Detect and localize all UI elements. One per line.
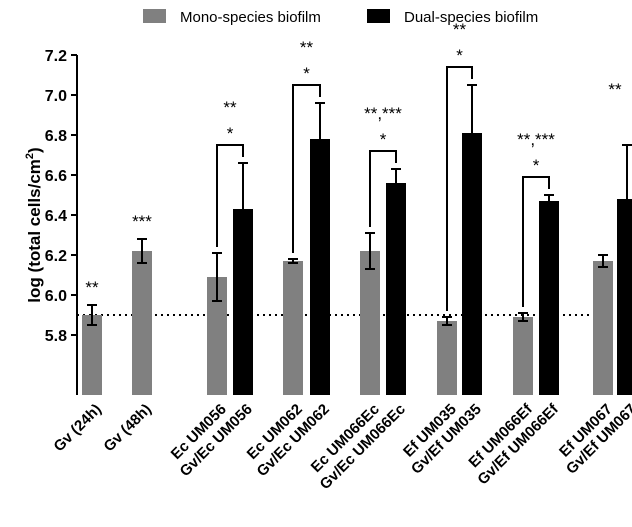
legend-swatch-mono	[143, 9, 166, 23]
bar	[593, 261, 613, 395]
y-tick-label: 6.2	[45, 248, 67, 265]
bar	[617, 199, 632, 395]
comparison-significance-outer: **	[608, 80, 622, 99]
bar	[360, 251, 380, 395]
plot-area: 5.86.06.26.46.66.87.07.2**Gv (24h)***Gv …	[45, 20, 632, 493]
comparison-significance: *	[380, 130, 387, 149]
y-tick-label: 7.2	[45, 48, 67, 65]
bar	[283, 261, 303, 395]
comparison-significance-outer: **	[453, 20, 467, 39]
comparison-significance-outer: **,***	[364, 104, 402, 123]
legend-label-mono: Mono-species biofilm	[180, 9, 321, 26]
bar	[207, 277, 227, 395]
bar	[539, 201, 559, 395]
significance-label: **	[85, 278, 99, 297]
bar	[513, 317, 533, 395]
comparison-bracket	[292, 84, 321, 253]
comparison-bracket	[446, 66, 473, 311]
y-axis-title-close: )	[25, 147, 44, 153]
y-tick-label: 7.0	[45, 88, 67, 105]
comparison-significance: *	[456, 46, 463, 65]
category-label: Gv (24h)	[50, 401, 104, 455]
bar	[82, 315, 102, 395]
comparison-bracket	[369, 150, 397, 227]
bar	[462, 133, 482, 395]
y-axis-title: log (total cells/cm2)	[24, 147, 44, 302]
legend-label-dual: Dual-species biofilm	[404, 9, 538, 26]
bar	[437, 321, 457, 395]
y-axis-title-main: log (total cells/cm	[25, 159, 44, 303]
comparison-significance: *	[303, 64, 310, 83]
legend: Mono-species biofilm Dual-species biofil…	[143, 9, 538, 26]
y-tick-label: 6.8	[45, 128, 67, 145]
y-tick-label: 5.8	[45, 328, 67, 345]
legend-swatch-dual	[367, 9, 390, 23]
comparison-significance-outer: **,***	[517, 130, 555, 149]
y-tick-label: 6.4	[45, 208, 67, 225]
category-label: Gv (48h)	[100, 401, 154, 455]
comparison-significance: *	[533, 156, 540, 175]
comparison-significance: *	[227, 124, 234, 143]
comparison-bracket	[522, 176, 550, 307]
comparison-significance-outer: **	[300, 38, 314, 57]
bar	[386, 183, 406, 395]
y-axis-title-superscript: 2	[24, 153, 36, 159]
bar	[310, 139, 330, 395]
significance-label: ***	[132, 212, 152, 231]
y-tick-label: 6.6	[45, 168, 67, 185]
comparison-significance-outer: **	[223, 98, 237, 117]
comparison-bracket	[216, 144, 244, 247]
bar	[132, 251, 152, 395]
y-tick-label: 6.0	[45, 288, 67, 305]
